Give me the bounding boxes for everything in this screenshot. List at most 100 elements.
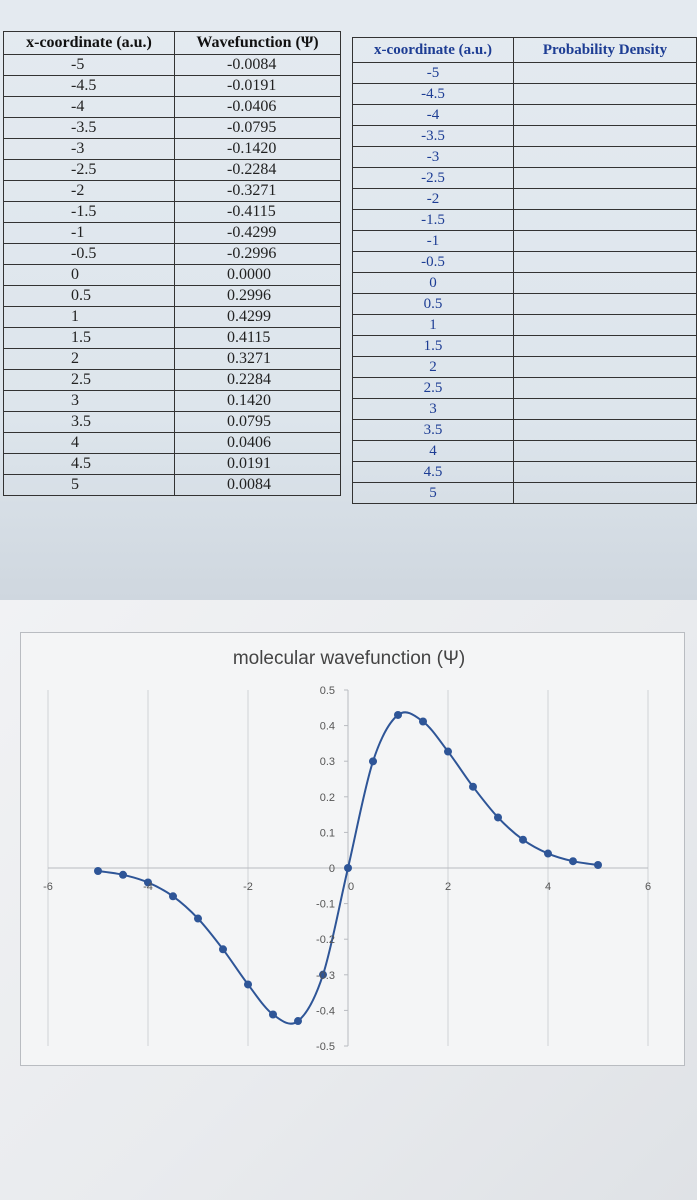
x-coordinate-cell: -0.5: [352, 251, 514, 273]
x-coordinate-cell: -3: [352, 146, 514, 168]
table-row: -4.5: [352, 83, 697, 105]
table-row: 2.5 0.2284: [3, 369, 341, 391]
wavefunction-cell: 0.2996: [174, 285, 341, 307]
x-coordinate-cell: -2: [3, 180, 175, 202]
x-coordinate-cell: 0.5: [352, 293, 514, 315]
probability-density-cell: [513, 293, 697, 315]
table-row: 2: [352, 356, 697, 378]
table-row: 4.5 0.0191: [3, 453, 341, 475]
probability-density-cell: [513, 314, 697, 336]
wavefunction-cell: -0.0191: [174, 75, 341, 97]
table-header-row: x-coordinate (a.u.) Wavefunction (Ψ): [3, 31, 341, 55]
x-coordinate-cell: 1: [3, 306, 175, 328]
x-coordinate-cell: 0: [352, 272, 514, 294]
probability-density-cell: [513, 209, 697, 231]
table-row: -4: [352, 104, 697, 126]
x-coordinate-cell: -1.5: [352, 209, 514, 231]
x-coordinate-cell: 4: [3, 432, 175, 454]
x-coordinate-cell: -4: [3, 96, 175, 118]
probability-density-cell: [513, 230, 697, 252]
x-coordinate-cell: -4.5: [352, 83, 514, 105]
probability-density-cell: [513, 461, 697, 483]
probability-density-cell: [513, 62, 697, 84]
probability-density-cell: [513, 482, 697, 504]
x-coordinate-header: x-coordinate (a.u.): [352, 37, 514, 63]
probability-density-cell: [513, 251, 697, 273]
table-row: 3.5: [352, 419, 697, 441]
x-coordinate-cell: 2.5: [3, 369, 175, 391]
table-row: 0 0.0000: [3, 264, 341, 286]
x-coordinate-cell: 4.5: [352, 461, 514, 483]
x-coordinate-cell: 5: [3, 474, 175, 496]
x-coordinate-cell: 2: [352, 356, 514, 378]
probability-density-cell: [513, 272, 697, 294]
wavefunction-cell: 0.2284: [174, 369, 341, 391]
table-row: 5: [352, 482, 697, 504]
table-row: 1: [352, 314, 697, 336]
table-row: -4 -0.0406: [3, 96, 341, 118]
wavefunction-cell: -0.2996: [174, 243, 341, 265]
table-row: -2.5: [352, 167, 697, 189]
table-row: -1: [352, 230, 697, 252]
wavefunction-cell: 0.0191: [174, 453, 341, 475]
table-row: -3.5: [352, 125, 697, 147]
wavefunction-cell: -0.2284: [174, 159, 341, 181]
x-coordinate-cell: 0: [3, 264, 175, 286]
table-row: -1.5: [352, 209, 697, 231]
wavefunction-cell: -0.4115: [174, 201, 341, 223]
table-row: 3: [352, 398, 697, 420]
probability-density-cell: [513, 188, 697, 210]
x-coordinate-cell: -2: [352, 188, 514, 210]
wavefunction-cell: -0.0795: [174, 117, 341, 139]
x-coordinate-cell: 1.5: [3, 327, 175, 349]
wavefunction-header: Wavefunction (Ψ): [174, 31, 341, 55]
x-coordinate-cell: 2.5: [352, 377, 514, 399]
probability-density-header: Probability Density: [513, 37, 697, 63]
wavefunction-cell: -0.4299: [174, 222, 341, 244]
wavefunction-cell: -0.3271: [174, 180, 341, 202]
x-coordinate-cell: -1.5: [3, 201, 175, 223]
table-row: 3.5 0.0795: [3, 411, 341, 433]
probability-density-cell: [513, 104, 697, 126]
x-coordinate-cell: -0.5: [3, 243, 175, 265]
table-row: -0.5: [352, 251, 697, 273]
probability-density-cell: [513, 146, 697, 168]
probability-density-table: x-coordinate (a.u.) Probability Density …: [352, 37, 697, 504]
probability-density-cell: [513, 125, 697, 147]
wavefunction-cell: -0.0406: [174, 96, 341, 118]
x-coordinate-cell: 3: [3, 390, 175, 412]
table-row: -2: [352, 188, 697, 210]
probability-density-cell: [513, 335, 697, 357]
table-row: 0.5: [352, 293, 697, 315]
probability-density-cell: [513, 377, 697, 399]
x-coordinate-cell: -5: [352, 62, 514, 84]
table-row: 3 0.1420: [3, 390, 341, 412]
x-coordinate-cell: 4: [352, 440, 514, 462]
wavefunction-cell: 0.4115: [174, 327, 341, 349]
chart-frame: [20, 632, 685, 1066]
table-row: 0: [352, 272, 697, 294]
wavefunction-cell: 0.0406: [174, 432, 341, 454]
table-row: 2 0.3271: [3, 348, 341, 370]
table-row: 1.5 0.4115: [3, 327, 341, 349]
x-coordinate-cell: 2: [3, 348, 175, 370]
probability-density-cell: [513, 398, 697, 420]
x-coordinate-cell: -5: [3, 54, 175, 76]
x-coordinate-cell: -3.5: [3, 117, 175, 139]
x-coordinate-cell: 4.5: [3, 453, 175, 475]
probability-density-cell: [513, 419, 697, 441]
table-row: -3.5 -0.0795: [3, 117, 341, 139]
wavefunction-cell: 0.0000: [174, 264, 341, 286]
probability-density-cell: [513, 440, 697, 462]
table-row: 1 0.4299: [3, 306, 341, 328]
table-row: -2.5 -0.2284: [3, 159, 341, 181]
table-row: -1 -0.4299: [3, 222, 341, 244]
probability-density-cell: [513, 167, 697, 189]
x-coordinate-cell: 3.5: [3, 411, 175, 433]
wavefunction-cell: 0.1420: [174, 390, 341, 412]
x-coordinate-cell: -1: [352, 230, 514, 252]
table-row: -1.5 -0.4115: [3, 201, 341, 223]
table-row: -3: [352, 146, 697, 168]
wavefunction-cell: 0.4299: [174, 306, 341, 328]
x-coordinate-cell: -4: [352, 104, 514, 126]
